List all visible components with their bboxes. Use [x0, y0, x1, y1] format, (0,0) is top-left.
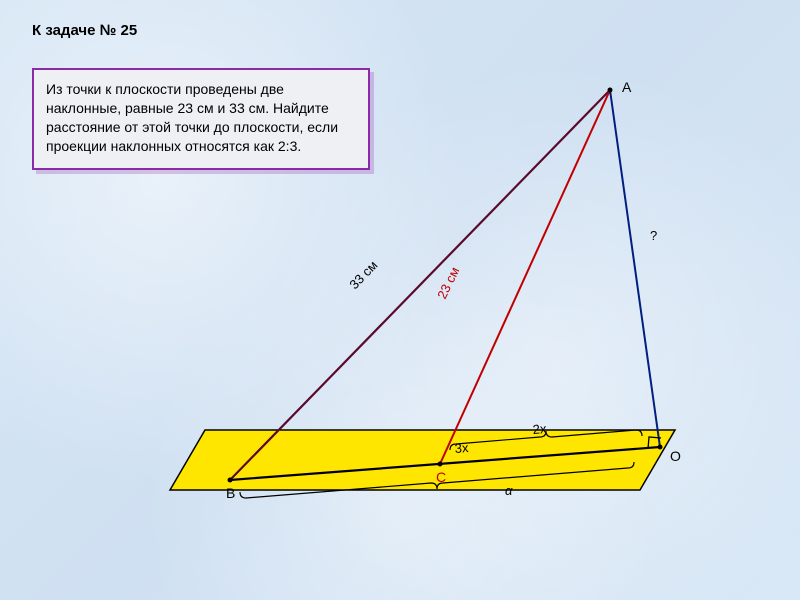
- label-alpha: α: [505, 483, 513, 498]
- label-O: O: [670, 448, 681, 464]
- segment-AB: [230, 90, 610, 480]
- problem-title: К задаче № 25: [32, 22, 137, 39]
- label-C: C: [436, 469, 446, 485]
- label-3x: 3x: [454, 440, 469, 456]
- point-O-dot: [658, 445, 663, 450]
- point-A-dot: [608, 88, 613, 93]
- label-23cm: 23 см: [434, 265, 462, 302]
- label-A: A: [622, 79, 632, 95]
- label-2x: 2x: [532, 421, 547, 437]
- point-C-dot: [438, 462, 443, 467]
- point-B-dot: [228, 478, 233, 483]
- geometry-diagram: A O B C 33 см 23 см 2x 3x ? α: [120, 60, 760, 540]
- segment-AO: [610, 90, 660, 447]
- plane-alpha: [170, 430, 675, 490]
- label-33cm: 33 см: [346, 258, 380, 293]
- segment-AC: [440, 90, 610, 464]
- label-question: ?: [650, 228, 657, 243]
- label-B: B: [226, 485, 235, 501]
